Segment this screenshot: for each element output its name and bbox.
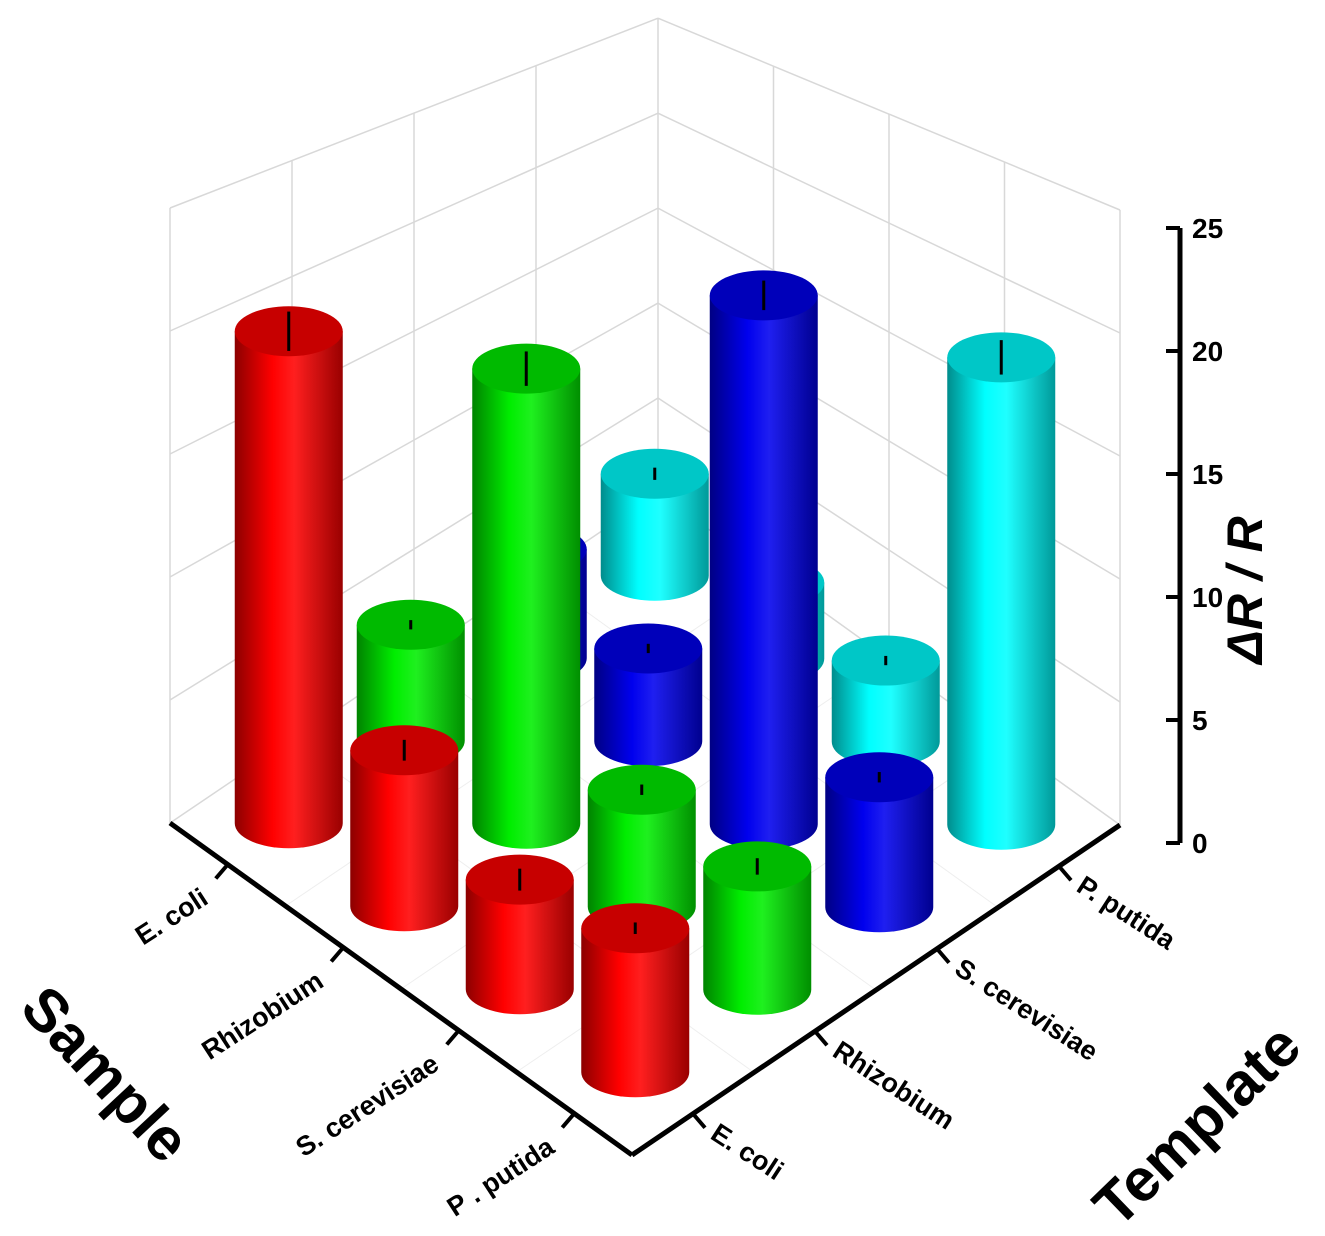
sample-tick-label: Rhizobium [196, 965, 328, 1065]
bar-body [600, 473, 709, 601]
template-tick-label: P. putida [1072, 870, 1182, 956]
template-axis [630, 822, 1122, 1158]
bar-body [825, 777, 934, 933]
z-tick-label: 5 [1192, 705, 1208, 736]
bar-body [947, 357, 1056, 850]
bar-body [594, 648, 703, 767]
z-axis-title: ΔR / R [1217, 516, 1273, 665]
x-tick [560, 1112, 576, 1129]
template-tick-label: E. coli [706, 1118, 789, 1186]
sample-tick-label: S. cerevisiae [290, 1048, 444, 1162]
bar-body [581, 928, 690, 1098]
bar-body [350, 750, 459, 932]
y-tick [691, 1112, 707, 1130]
z-tick-label: 20 [1192, 336, 1223, 367]
sample-tick-label: P . putida [442, 1131, 561, 1223]
template-tick-label: Rhizobium [828, 1035, 960, 1135]
sample-axis [168, 820, 634, 1158]
bars [234, 270, 1056, 1098]
bar-body [234, 331, 343, 849]
sample-axis-title: Sample [8, 973, 203, 1175]
bar-body [703, 866, 812, 1015]
template-axis-title: Template [1080, 1011, 1313, 1236]
bar-body [465, 879, 574, 1015]
bar-body [472, 368, 581, 849]
bar-body [831, 660, 940, 767]
x-tick [214, 863, 230, 880]
bar-body [709, 295, 818, 850]
x-tick [329, 946, 345, 963]
x-tick [445, 1029, 461, 1046]
y-tick [935, 947, 951, 965]
z-tick-label: 15 [1192, 459, 1223, 490]
sample-tick-label: E. coli [130, 882, 213, 950]
z-tick-label: 10 [1192, 582, 1223, 613]
z-tick-label: 0 [1192, 828, 1208, 859]
y-tick [813, 1029, 829, 1047]
z-tick-label: 25 [1192, 213, 1223, 244]
template-tick-label: S. cerevisiae [950, 953, 1104, 1067]
y-tick [1057, 864, 1073, 882]
bar-body [587, 789, 696, 932]
